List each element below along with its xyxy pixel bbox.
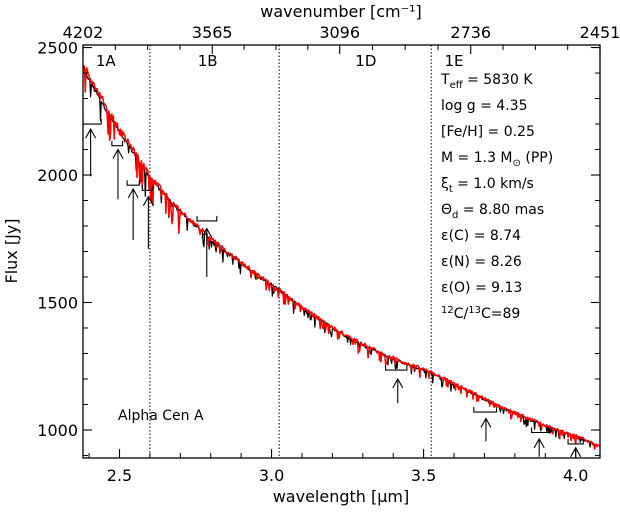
star-name-label: Alpha Cen A xyxy=(118,408,204,424)
marker-bracket xyxy=(126,180,140,186)
y-tick-label: 1000 xyxy=(37,421,78,440)
band-labels: 1A 1B 1D 1E xyxy=(96,52,464,70)
param-theta: Θd = 8.80 mas xyxy=(441,202,544,221)
band-label-1a: 1A xyxy=(96,52,117,70)
param-logg: log g = 4.35 xyxy=(441,98,527,114)
marker-bracket xyxy=(385,365,408,371)
y-axis-title: Flux [Jy] xyxy=(2,218,21,283)
x-axis-title: wavelength [μm] xyxy=(273,487,410,506)
absorption-marker-2 xyxy=(111,140,124,200)
y-tick-label: 1500 xyxy=(37,293,78,312)
band-label-1b: 1B xyxy=(198,52,218,70)
param-eps-n: ε(N) = 8.26 xyxy=(441,254,522,270)
parameter-list: Teff = 5830 K log g = 4.35 [Fe/H] = 0.25… xyxy=(440,72,553,322)
top-tick-label: 4202 xyxy=(63,23,104,42)
absorption-marker-8 xyxy=(531,427,549,457)
absorption-marker-1 xyxy=(82,119,102,177)
marker-bracket xyxy=(82,119,102,125)
marker-arrow-head xyxy=(201,227,213,238)
absorption-marker-4 xyxy=(141,185,154,249)
absorption-markers xyxy=(82,119,584,458)
marker-arrow-head xyxy=(112,148,124,159)
marker-arrow-head xyxy=(392,377,404,389)
param-eps-o: ε(O) = 9.13 xyxy=(441,280,522,296)
top-axis-title: wavenumber [cm⁻¹] xyxy=(260,2,421,21)
absorption-marker-7 xyxy=(473,407,498,442)
band-label-1e: 1E xyxy=(445,52,464,70)
x-tick-label: 3.0 xyxy=(259,466,284,485)
top-tick-label: 2736 xyxy=(450,23,491,42)
marker-bracket xyxy=(567,438,584,445)
param-eps-c: ε(C) = 8.74 xyxy=(441,228,521,244)
marker-bracket xyxy=(141,185,154,191)
param-isotope: 12C/13C=89 xyxy=(441,305,520,322)
band-dividers xyxy=(149,45,432,458)
absorption-marker-3 xyxy=(126,180,140,241)
marker-arrow-head xyxy=(142,195,154,206)
top-tick-label: 3096 xyxy=(319,23,360,42)
marker-arrow-head xyxy=(127,187,139,199)
band-label-1d: 1D xyxy=(355,52,376,70)
marker-arrow-head xyxy=(533,437,545,449)
marker-bracket xyxy=(196,215,218,222)
param-mass: M = 1.3 M⊙ (PP) xyxy=(441,150,553,169)
absorption-marker-5 xyxy=(196,215,218,277)
param-xi: ξt = 1.0 km/s xyxy=(441,176,534,195)
marker-arrow-head xyxy=(480,417,492,428)
marker-bracket xyxy=(111,140,124,147)
marker-bracket xyxy=(531,427,549,434)
spectrum-series-2 xyxy=(83,64,600,450)
x-tick-label: 4.0 xyxy=(563,466,588,485)
param-feh: [Fe/H] = 0.25 xyxy=(441,124,535,140)
top-tick-label: 2451 xyxy=(580,23,620,42)
y-tick-label: 2000 xyxy=(37,166,78,185)
top-tick-label: 3565 xyxy=(192,23,233,42)
marker-arrow-head xyxy=(570,446,582,458)
x-tick-label: 2.5 xyxy=(107,466,132,485)
param-teff: Teff = 5830 K xyxy=(440,72,533,91)
absorption-marker-6 xyxy=(385,365,408,404)
x-tick-label: 3.5 xyxy=(411,466,436,485)
marker-bracket xyxy=(473,407,498,413)
y-tick-label: 2500 xyxy=(37,39,78,58)
spectrum-lines xyxy=(83,64,600,450)
marker-arrow-head xyxy=(85,127,97,139)
